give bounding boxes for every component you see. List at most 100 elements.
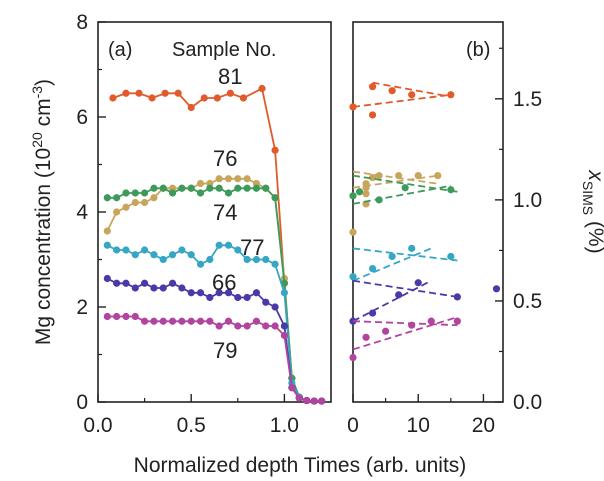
point-66 [280,322,288,330]
point-b-77 [349,273,357,281]
fit-line-77 [352,247,432,282]
point-b-76 [434,172,442,180]
point-b-77 [447,252,455,261]
point-79 [234,322,242,330]
point-b-74 [355,188,364,196]
y-axis-left-sup: 20 [29,132,45,148]
point-66 [224,289,233,297]
point-81 [239,94,247,102]
point-79 [215,322,223,330]
point-b-74 [401,184,409,192]
point-77 [196,260,205,268]
point-79 [318,397,326,405]
point-81 [148,94,156,102]
panel-a-label: (a) [108,39,132,61]
point-b-76 [349,228,357,236]
point-79 [262,322,270,330]
point-79 [243,322,251,330]
point-b-81 [368,111,377,119]
point-76 [141,198,149,207]
panel-b-label: (b) [466,39,490,61]
point-b-74 [375,196,383,204]
point-77 [187,251,195,259]
point-74 [215,184,223,192]
point-b-81 [447,91,455,99]
fit-line-66 [352,279,432,322]
point-79 [196,317,205,325]
point-b-66 [368,309,377,317]
point-66 [271,303,279,311]
y-axis-right-label: xSIMS (%) [580,169,604,253]
point-66 [113,279,121,287]
y-tick-label-a: 4 [76,201,88,224]
point-77 [280,289,288,297]
series-label-66: 66 [212,270,236,295]
point-79 [168,317,177,325]
y-axis-right-main: x [584,169,604,182]
point-77 [131,251,139,259]
point-77 [103,241,111,249]
point-74 [150,184,158,192]
fit-line-81 [352,93,451,108]
panel-b-ticks: 0 10 20 0.0 0.5 1.0 1.5 [347,47,542,437]
y-axis-right-sub: SIMS [580,181,596,215]
point-b-76 [362,190,370,198]
y-tick-label-b: 0.0 [513,391,542,414]
panel-a-ticks: 0.0 0.5 1.0 0 2 4 6 8 [76,11,299,437]
x-tick-label-a: 0.5 [177,414,206,437]
point-74 [271,194,279,202]
y-tick-label-b: 1.0 [513,189,542,212]
point-74 [234,184,242,192]
point-b-77 [368,264,377,273]
point-81 [187,103,195,112]
point-74 [159,184,167,192]
point-74 [122,189,130,197]
point-81 [135,89,143,97]
point-b-76 [414,172,422,180]
point-74 [103,194,111,202]
point-76 [131,198,139,207]
point-79 [310,397,318,405]
point-b-66 [414,279,422,287]
point-79 [271,322,279,330]
fit-line-79 [352,320,458,327]
point-76 [196,179,205,188]
y-tick-label-a: 8 [76,11,88,34]
point-76 [150,194,158,202]
y-tick-label-b: 1.5 [513,88,542,111]
point-b-76 [395,172,403,180]
series-label-79: 79 [213,338,237,363]
point-66 [187,289,195,297]
point-66 [215,289,223,297]
y-tick-label-a: 6 [76,106,88,129]
point-81 [109,94,117,102]
point-79 [141,317,149,325]
point-81 [200,94,208,102]
point-81 [161,89,169,97]
point-77 [234,246,242,254]
point-74 [168,189,177,197]
point-76 [224,175,233,183]
series-label-77: 77 [240,235,264,260]
point-b-74 [447,186,455,194]
point-74 [187,184,195,192]
point-b-81 [408,91,416,99]
x-axis-label: Normalized depth Times (arb. units) [134,454,467,477]
point-81 [226,89,234,97]
point-66 [243,293,251,302]
point-79 [150,317,158,325]
point-74 [131,189,139,197]
point-66 [122,279,130,287]
point-77 [243,255,251,264]
point-81 [271,146,279,154]
point-b-76 [368,174,377,182]
point-79 [103,312,111,321]
x-tick-label-b: 20 [472,414,495,437]
point-76 [243,175,251,183]
point-b-79 [427,317,435,325]
point-b-81 [368,83,377,91]
series-label-81: 81 [218,64,242,89]
y-axis-left-text: Mg concentration (10 [32,148,55,345]
point-66 [262,298,270,306]
